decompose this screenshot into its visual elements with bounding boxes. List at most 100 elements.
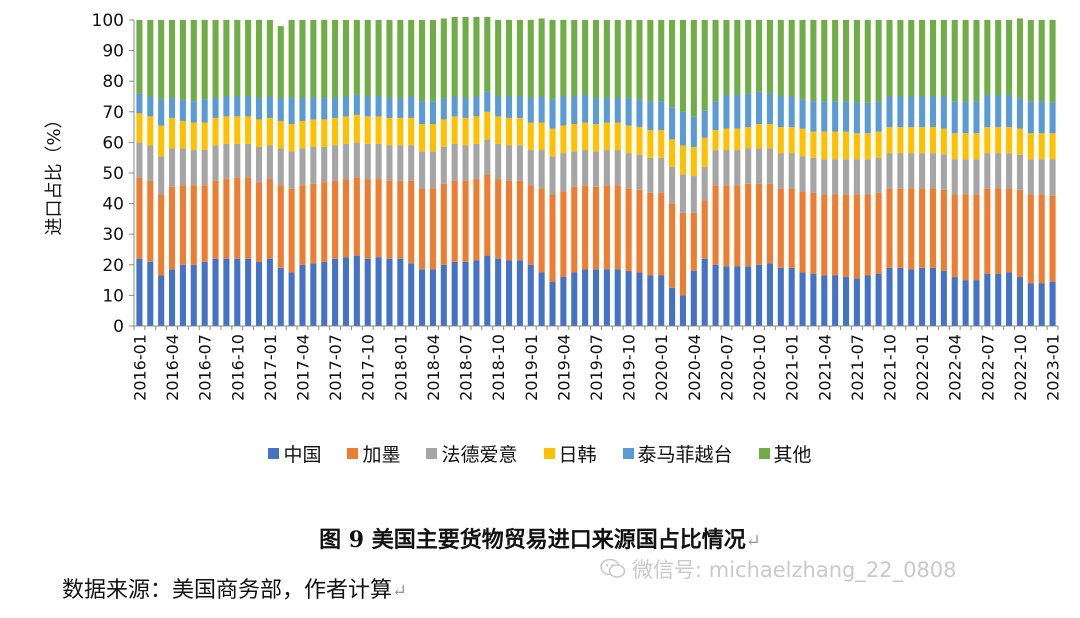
bar-segment [136,93,143,114]
bar-segment [375,179,382,258]
x-tick-label: 2017-04 [294,334,313,401]
bar-segment [179,120,186,149]
y-tick-label: 0 [113,317,124,337]
bar-segment [810,131,817,158]
bar-segment [408,117,415,146]
bar-segment [255,98,263,120]
bar-segment [929,267,937,326]
bar-segment [516,260,523,326]
legend-label: 中国 [283,444,322,466]
bar-segment [897,127,904,154]
bar-segment [212,20,219,99]
bar-segment [495,116,502,144]
bar-stack [419,20,426,326]
bar-segment [832,159,839,195]
bar-segment [1016,18,1023,99]
bar-segment [1006,188,1013,273]
bar-segment [582,150,589,186]
y-tick-label: 10 [102,286,124,306]
bar-segment [864,20,871,103]
bar-segment [158,275,165,326]
bar-segment [973,280,980,326]
bar-stack [919,20,926,326]
bar-segment [603,150,610,186]
bar-segment [810,20,817,102]
bar-segment [560,191,567,278]
bar-segment [592,151,600,187]
bar-segment [951,133,958,160]
bar-segment [419,188,426,270]
bar-segment [440,98,447,120]
y-axis-ticks: 0 10 20 30 40 50 60 70 80 90 100 [92,11,134,337]
caption-text: 图 9 美国主要货物贸易进口来源国占比情况 [319,527,746,553]
bar-stack [549,20,556,326]
watermark: 微信号: michaelzhang_22_0808 [600,554,957,584]
bar-segment [984,94,991,128]
bar-segment [745,148,752,184]
bar-segment [766,183,773,264]
bar-segment [429,124,436,152]
bar-stack [451,16,458,326]
bar-segment [853,278,860,326]
bar-segment [299,98,306,121]
bar-segment [1006,153,1013,189]
bar-segment [255,146,263,183]
bar-segment [169,98,176,118]
bar-segment [571,186,578,273]
bar-segment [147,180,154,262]
legend-item: 法德爱意 [426,440,518,467]
bar-stack [973,20,980,326]
x-tick-label: 2017-10 [359,334,378,401]
bar-segment [364,179,371,259]
bar-segment [179,185,186,265]
bar-segment [603,122,610,151]
bar-segment [886,267,893,326]
bar-segment [212,180,219,259]
bar-segment [582,122,589,151]
bar-segment [614,185,621,270]
x-tick-label: 2020-01 [652,334,671,401]
bar-segment [832,194,839,276]
bar-segment [712,150,719,186]
bar-segment [408,263,415,326]
bar-segment [647,20,654,102]
bar-segment [169,117,176,149]
bar-segment [962,101,969,134]
bar-stack [495,20,502,326]
bar-segment [299,185,306,265]
bar-stack [886,20,893,326]
bar-segment [245,143,252,178]
bar-segment [310,146,317,184]
bar-segment [505,260,513,326]
bar-segment [701,258,708,326]
bar-stack [669,20,676,326]
bar-segment [712,20,719,102]
bar-segment [560,20,567,97]
bar-segment [353,114,360,143]
bar-stack [234,20,241,326]
bar-segment [1027,194,1034,284]
bar-segment [321,146,328,183]
bar-segment [973,101,980,134]
bar-segment [875,192,882,274]
bar-stack [582,20,589,326]
bar-segment [288,20,295,99]
bar-segment [451,261,458,326]
bar-segment [158,194,165,276]
bar-segment [832,101,839,132]
bar-segment [853,159,860,195]
bar-stack [169,20,176,326]
bar-segment [419,124,426,152]
bar-segment [756,124,763,149]
bar-segment [821,131,828,160]
bar-segment [647,157,654,193]
bar-segment [419,269,426,326]
bar-segment [299,264,306,326]
bar-stack [397,20,404,326]
x-tick-label: 2018-10 [489,334,508,401]
bar-segment [690,116,697,147]
bar-segment [799,20,806,100]
bar-segment [1027,101,1034,134]
bar-stack [636,20,643,326]
